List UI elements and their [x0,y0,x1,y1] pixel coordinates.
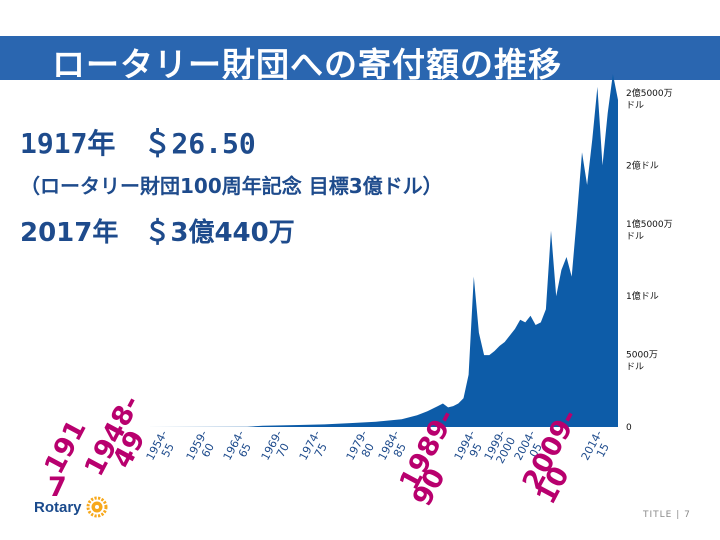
footer-title: TITLE | 7 [643,510,691,520]
y-tick-label-cont: ドル [626,232,644,242]
y-tick-label-cont: ドル [626,101,644,111]
info-1917: 1917年 ＄26.50 [20,127,256,160]
x-tick-label-cont: 05 [527,441,545,459]
x-tick-label-cont: 85 [391,441,409,459]
x-tick-label-cont: 60 [199,441,217,459]
x-tick-label-cont: 75 [312,441,330,459]
info-2017: 2017年 ＄3億440万 [20,218,295,248]
rotary-logo: Rotary [34,496,108,518]
x-tick-label-cont: 80 [359,441,377,459]
x-tick-label-cont: 15 [594,441,612,459]
y-tick-label: 5000万 [626,351,658,361]
y-tick-label: 2億5000万 [626,87,673,99]
logo-wordmark: Rotary [34,498,82,516]
info-centennial-goal: （ロータリー財団100周年記念 目標3億ドル） [20,174,443,198]
highlight-label-1917-cont: 7 [48,472,67,503]
page-number: 7 [684,510,691,520]
y-tick-label: 2億ドル [626,159,659,171]
x-tick-label-cont: 70 [274,441,292,459]
donation-area-series [103,74,618,427]
y-tick-label: 1億ドル [626,290,659,302]
x-tick-label-cont: 95 [467,441,485,459]
x-tick-label-cont: 65 [236,441,254,459]
rotary-wheel-icon [86,496,108,518]
y-tick-label: 1億5000万 [626,218,673,230]
title-bar [0,36,720,80]
slide-title: ロータリー財団への寄付額の推移 [52,45,562,84]
y-tick-label: 0 [626,423,632,433]
y-tick-label-cont: ドル [626,363,644,373]
footer-title-text: TITLE [643,510,673,520]
x-tick-label-cont: 55 [159,441,177,459]
